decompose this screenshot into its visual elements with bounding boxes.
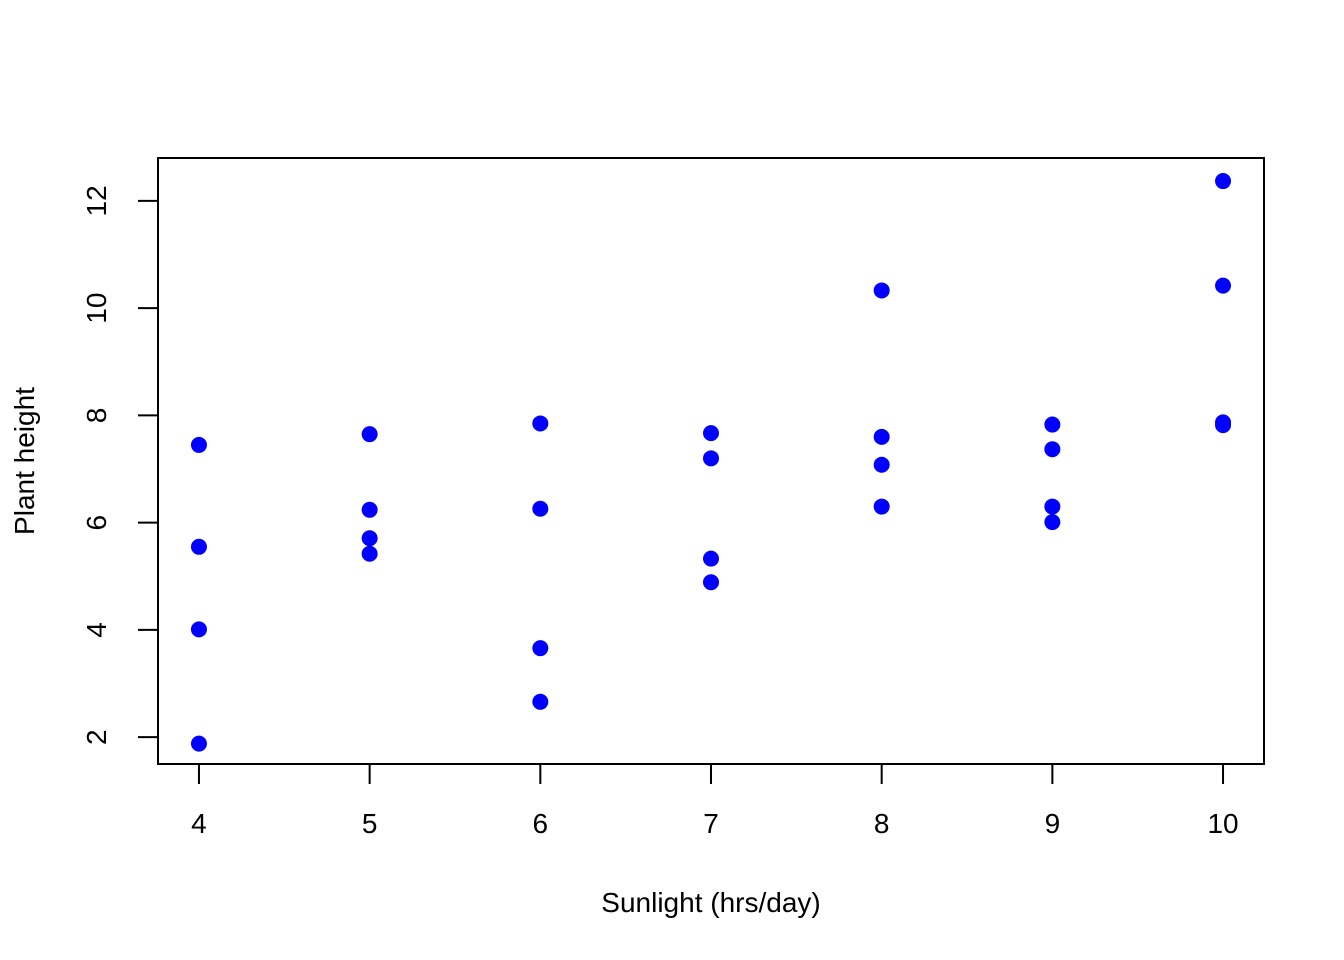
data-point bbox=[703, 550, 719, 567]
data-point bbox=[1044, 498, 1061, 515]
data-point bbox=[190, 735, 207, 752]
data-point bbox=[532, 640, 549, 657]
y-tick-label: 12 bbox=[81, 185, 112, 216]
data-point bbox=[873, 456, 890, 473]
data-point bbox=[190, 538, 207, 555]
x-tick-label: 7 bbox=[703, 808, 719, 839]
x-tick-label: 5 bbox=[362, 808, 378, 839]
data-point bbox=[190, 621, 207, 638]
data-point bbox=[873, 282, 890, 299]
x-tick-label: 4 bbox=[191, 808, 207, 839]
data-point bbox=[873, 428, 890, 445]
x-tick-label: 8 bbox=[874, 808, 890, 839]
x-axis: 4 5 6 7 8 9 10 bbox=[191, 763, 1239, 839]
data-point bbox=[361, 426, 378, 443]
data-point bbox=[703, 574, 719, 591]
data-point bbox=[1215, 277, 1232, 294]
data-point bbox=[361, 545, 378, 562]
y-tick-label: 6 bbox=[81, 515, 112, 531]
data-points bbox=[190, 173, 1232, 752]
x-tick-label: 10 bbox=[1207, 808, 1238, 839]
data-point bbox=[532, 500, 549, 517]
y-axis-label: Plant height bbox=[9, 387, 40, 535]
data-point bbox=[703, 450, 719, 467]
data-point bbox=[361, 530, 378, 547]
data-point bbox=[1215, 173, 1232, 190]
data-point bbox=[703, 425, 719, 442]
data-point bbox=[190, 436, 207, 453]
x-tick-label: 9 bbox=[1045, 808, 1061, 839]
y-tick-label: 10 bbox=[81, 293, 112, 324]
data-point bbox=[1215, 417, 1232, 434]
data-point bbox=[361, 501, 378, 518]
data-point bbox=[532, 693, 549, 710]
x-axis-label: Sunlight (hrs/day) bbox=[601, 887, 820, 918]
data-point bbox=[532, 415, 549, 432]
y-tick-label: 2 bbox=[81, 729, 112, 745]
data-point bbox=[1044, 441, 1061, 458]
y-tick-label: 8 bbox=[81, 408, 112, 424]
y-tick-label: 4 bbox=[81, 622, 112, 638]
x-tick-label: 6 bbox=[533, 808, 549, 839]
data-point bbox=[1044, 514, 1061, 531]
y-axis: 2 4 6 8 10 12 bbox=[81, 185, 159, 745]
data-point bbox=[873, 498, 890, 515]
data-point bbox=[1044, 416, 1061, 433]
